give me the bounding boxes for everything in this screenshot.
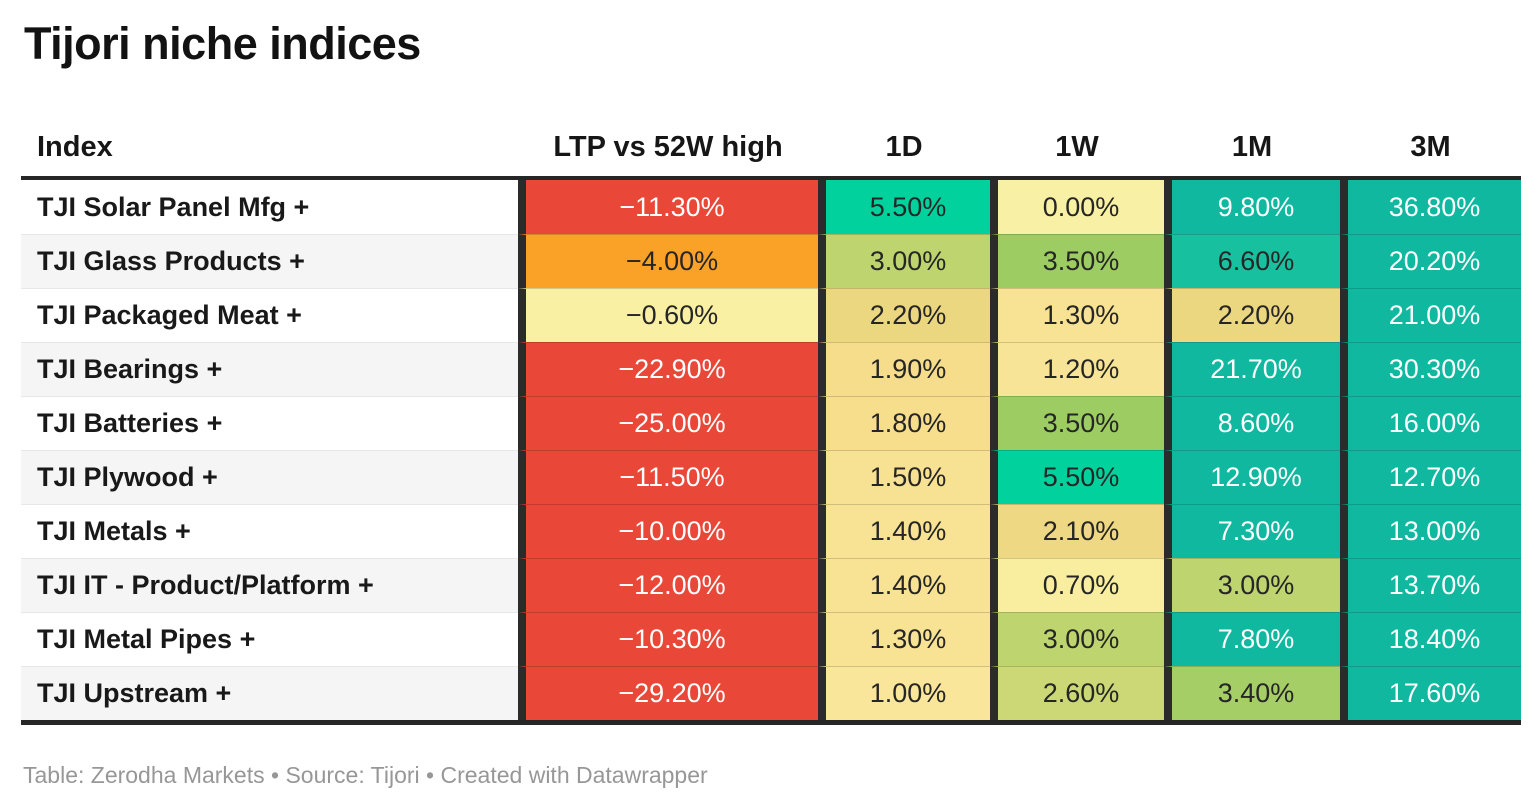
page-title: Tijori niche indices bbox=[24, 18, 421, 69]
value-cell: −4.00% bbox=[518, 234, 818, 288]
value-cell: −10.00% bbox=[518, 504, 818, 558]
value-cell: 1.20% bbox=[990, 342, 1164, 396]
value-cell: 17.60% bbox=[1340, 666, 1521, 720]
value-cell: 16.00% bbox=[1340, 396, 1521, 450]
index-cell[interactable]: TJI Batteries + bbox=[21, 396, 518, 450]
value-cell: 6.60% bbox=[1164, 234, 1340, 288]
table-row: TJI Bearings + −22.90% 1.90% 1.20% 21.70% 30.… bbox=[21, 342, 1521, 396]
value-cell: 13.70% bbox=[1340, 558, 1521, 612]
value-cell: 3.00% bbox=[818, 234, 990, 288]
table-row: TJI Batteries + −25.00% 1.80% 3.50% 8.60% 16.… bbox=[21, 396, 1521, 450]
index-cell[interactable]: TJI Metals + bbox=[21, 504, 518, 558]
value-cell: 3.40% bbox=[1164, 666, 1340, 720]
value-cell: 1.00% bbox=[818, 666, 990, 720]
table-row: TJI Upstream + −29.20% 1.00% 2.60% 3.40% 17.6… bbox=[21, 666, 1521, 720]
value-cell: 12.70% bbox=[1340, 450, 1521, 504]
value-cell: −11.50% bbox=[518, 450, 818, 504]
value-cell: −29.20% bbox=[518, 666, 818, 720]
table-header-row: Index LTP vs 52W high 1D 1W 1M 3M bbox=[21, 118, 1521, 176]
value-cell: 9.80% bbox=[1164, 180, 1340, 234]
table-row: TJI Plywood + −11.50% 1.50% 5.50% 12.90% 12.7… bbox=[21, 450, 1521, 504]
value-cell: 36.80% bbox=[1340, 180, 1521, 234]
index-cell[interactable]: TJI Plywood + bbox=[21, 450, 518, 504]
value-cell: 18.40% bbox=[1340, 612, 1521, 666]
value-cell: 12.90% bbox=[1164, 450, 1340, 504]
indices-table: Index LTP vs 52W high 1D 1W 1M 3M TJI So… bbox=[21, 118, 1521, 725]
table-row: TJI Packaged Meat + −0.60% 2.20% 1.30% 2.20%… bbox=[21, 288, 1521, 342]
table-row: TJI Metal Pipes + −10.30% 1.30% 3.00% 7.80% 1… bbox=[21, 612, 1521, 666]
value-cell: −22.90% bbox=[518, 342, 818, 396]
value-cell: 0.70% bbox=[990, 558, 1164, 612]
table-row: TJI Metals + −10.00% 1.40% 2.10% 7.30% 13.00% bbox=[21, 504, 1521, 558]
value-cell: 2.20% bbox=[1164, 288, 1340, 342]
value-cell: 1.90% bbox=[818, 342, 990, 396]
column-header-1d: 1D bbox=[885, 130, 923, 163]
value-cell: 1.50% bbox=[818, 450, 990, 504]
value-cell: −11.30% bbox=[518, 180, 818, 234]
index-cell[interactable]: TJI Solar Panel Mfg + bbox=[21, 180, 518, 234]
index-cell[interactable]: TJI Glass Products + bbox=[21, 234, 518, 288]
index-cell[interactable]: TJI Upstream + bbox=[21, 666, 518, 720]
value-cell: 1.80% bbox=[818, 396, 990, 450]
value-cell: 8.60% bbox=[1164, 396, 1340, 450]
value-cell: 3.50% bbox=[990, 234, 1164, 288]
value-cell: 2.20% bbox=[818, 288, 990, 342]
value-cell: −25.00% bbox=[518, 396, 818, 450]
value-cell: 2.60% bbox=[990, 666, 1164, 720]
index-cell[interactable]: TJI Packaged Meat + bbox=[21, 288, 518, 342]
column-header-3m: 3M bbox=[1410, 130, 1451, 163]
value-cell: 5.50% bbox=[818, 180, 990, 234]
value-cell: 3.00% bbox=[1164, 558, 1340, 612]
attribution-footer: Table: Zerodha Markets • Source: Tijori … bbox=[23, 762, 708, 788]
table-body: TJI Solar Panel Mfg + −11.30% 5.50% 0.00% 9.… bbox=[21, 176, 1521, 725]
value-cell: 3.00% bbox=[990, 612, 1164, 666]
value-cell: −10.30% bbox=[518, 612, 818, 666]
value-cell: 1.30% bbox=[818, 612, 990, 666]
column-header-index: Index bbox=[37, 130, 113, 163]
value-cell: 1.30% bbox=[990, 288, 1164, 342]
value-cell: 2.10% bbox=[990, 504, 1164, 558]
value-cell: 7.80% bbox=[1164, 612, 1340, 666]
value-cell: 1.40% bbox=[818, 558, 990, 612]
value-cell: 21.00% bbox=[1340, 288, 1521, 342]
value-cell: 1.40% bbox=[818, 504, 990, 558]
column-header-1m: 1M bbox=[1231, 130, 1273, 163]
value-cell: 30.30% bbox=[1340, 342, 1521, 396]
index-cell[interactable]: TJI Metal Pipes + bbox=[21, 612, 518, 666]
index-cell[interactable]: TJI Bearings + bbox=[21, 342, 518, 396]
table-row: TJI Solar Panel Mfg + −11.30% 5.50% 0.00% 9.… bbox=[21, 180, 1521, 234]
column-header-ltp-vs-52w-high: LTP vs 52W high bbox=[553, 130, 783, 163]
index-cell[interactable]: TJI IT - Product/Platform + bbox=[21, 558, 518, 612]
value-cell: −0.60% bbox=[518, 288, 818, 342]
value-cell: 3.50% bbox=[990, 396, 1164, 450]
value-cell: 20.20% bbox=[1340, 234, 1521, 288]
value-cell: 5.50% bbox=[990, 450, 1164, 504]
value-cell: −12.00% bbox=[518, 558, 818, 612]
value-cell: 0.00% bbox=[990, 180, 1164, 234]
value-cell: 13.00% bbox=[1340, 504, 1521, 558]
column-header-1w: 1W bbox=[1055, 130, 1099, 163]
table-row: TJI Glass Products + −4.00% 3.00% 3.50% 6.60… bbox=[21, 234, 1521, 288]
value-cell: 7.30% bbox=[1164, 504, 1340, 558]
value-cell: 21.70% bbox=[1164, 342, 1340, 396]
table-row: TJI IT - Product/Platform + −12.00% 1.40% 0… bbox=[21, 558, 1521, 612]
